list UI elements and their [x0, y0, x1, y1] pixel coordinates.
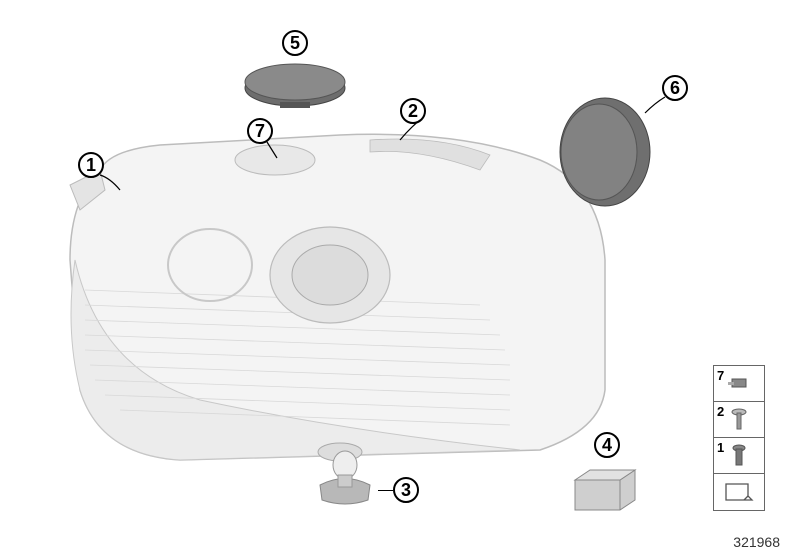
headlight-svg [60, 130, 620, 470]
sheet-icon [722, 480, 756, 504]
legend-box: 7 2 1 [713, 365, 765, 511]
leader-6 [640, 95, 670, 115]
part-cap-5 [240, 60, 350, 110]
part-5-svg [240, 60, 350, 110]
clip-icon [726, 375, 752, 393]
part-4-svg [570, 465, 640, 515]
parts-diagram: 1 2 3 4 5 6 7 7 [0, 0, 800, 560]
legend-num-2: 2 [717, 404, 724, 419]
part-bulb-3 [310, 450, 380, 510]
legend-cell-1: 1 [714, 438, 764, 474]
screw-icon [729, 407, 749, 433]
legend-num-7: 7 [717, 368, 724, 383]
document-id: 321968 [733, 534, 780, 550]
legend-cell-sheet [714, 474, 764, 510]
leader-7 [262, 140, 282, 160]
callout-3: 3 [393, 477, 419, 503]
legend-cell-2: 2 [714, 402, 764, 438]
callout-3-label: 3 [393, 477, 419, 503]
callout-5-label: 5 [282, 30, 308, 56]
leader-1 [95, 170, 125, 195]
callout-5: 5 [282, 30, 308, 56]
bolt-icon [729, 443, 749, 469]
headlight-assembly [60, 130, 620, 470]
legend-num-1: 1 [717, 440, 724, 455]
callout-4: 4 [594, 432, 620, 458]
legend-cell-7: 7 [714, 366, 764, 402]
part-box-4 [570, 465, 640, 515]
leader-3 [378, 490, 393, 491]
callout-4-label: 4 [594, 432, 620, 458]
part-3-svg [310, 450, 380, 510]
leader-2 [395, 118, 430, 143]
